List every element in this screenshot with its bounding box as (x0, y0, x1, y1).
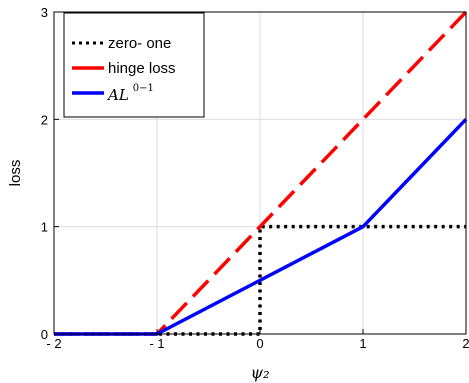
ticks: - 2 - 1 0 1 2 0 1 2 3 (41, 5, 469, 351)
y-tick-label: 0 (41, 327, 48, 342)
y-tick-label: 1 (41, 220, 48, 235)
legend-label-zero-one: zero- one (108, 35, 171, 52)
y-axis-title: loss (7, 160, 24, 187)
x-axis-title: ψ₂ (251, 363, 270, 382)
x-tick-label: - 2 (46, 336, 61, 351)
x-tick-label: - 1 (149, 336, 164, 351)
y-tick-label: 3 (41, 5, 48, 20)
legend-label-al-main: AL (106, 86, 129, 104)
legend-label-hinge-loss: hinge loss (108, 60, 176, 77)
legend-label-al: AL 0−1 (106, 83, 154, 104)
legend-label-al-sup: 0−1 (133, 83, 154, 94)
legend: zero- one hinge loss AL 0−1 (63, 12, 205, 118)
x-tick-label: 2 (462, 336, 469, 351)
y-tick-label: 2 (41, 112, 48, 127)
x-tick-label: 1 (359, 336, 366, 351)
legend-box (63, 12, 205, 118)
x-tick-label: 0 (256, 336, 263, 351)
